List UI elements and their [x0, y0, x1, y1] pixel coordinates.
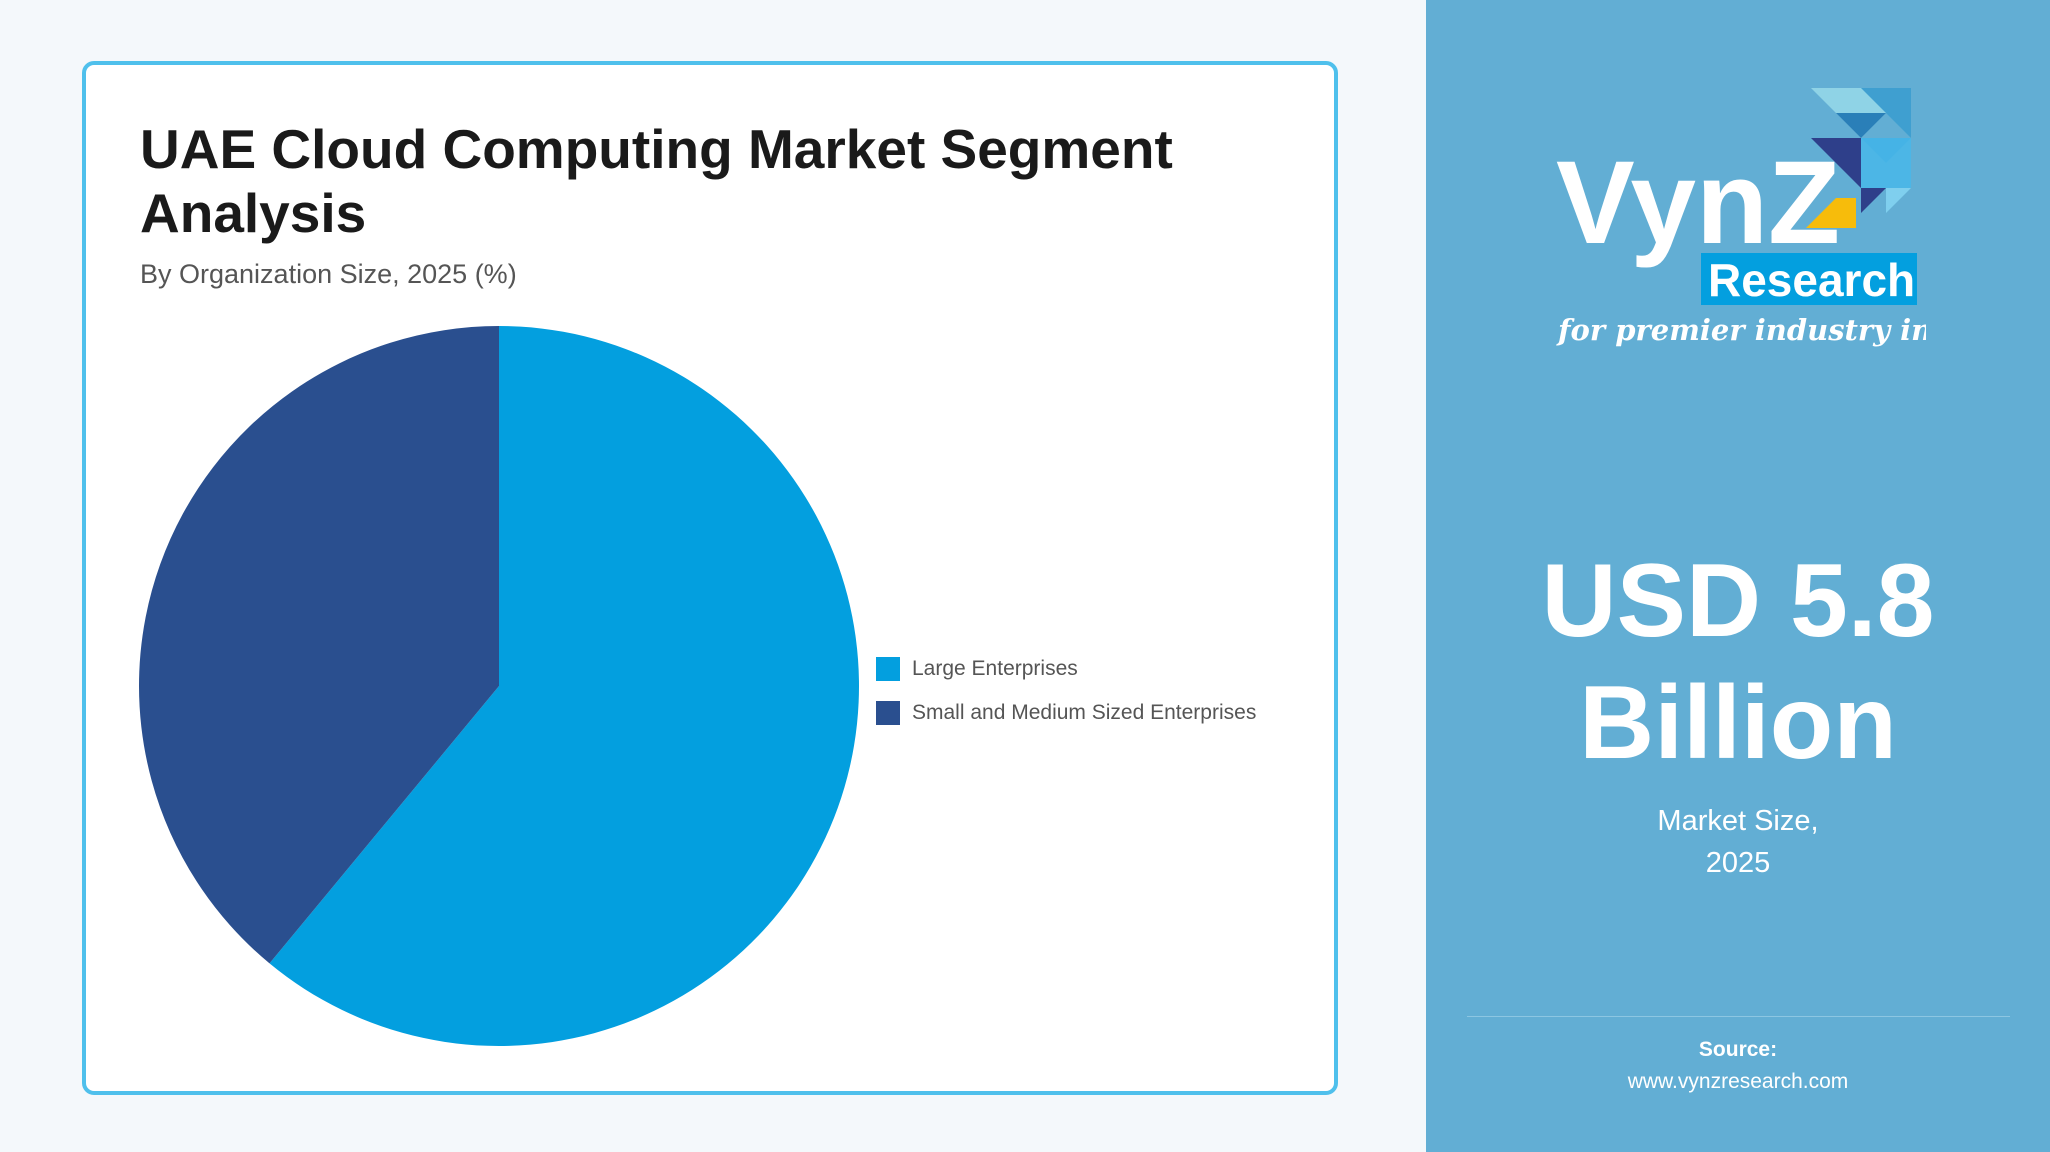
chart-card: UAE Cloud Computing Market Segment Analy…: [82, 61, 1338, 1095]
legend-label: Small and Medium Sized Enterprises: [912, 701, 1257, 724]
source-label: Source:: [1698, 1038, 1778, 1061]
chart-title: UAE Cloud Computing Market Segment Analy…: [140, 118, 1173, 244]
market-size-label: Market Size, 2025: [1426, 800, 2050, 884]
pie-slice-large-enterprises[interactable]: [269, 326, 860, 1046]
legend-item-sme[interactable]: Small and Medium Sized Enterprises: [876, 691, 1256, 735]
legend-item-large-enterprises[interactable]: Large Enterprises: [876, 647, 1256, 691]
vynz-research-logo: VynZ Research for premier industry insig…: [1556, 88, 1926, 347]
svg-text:for premier industry insights: for premier industry insights: [1556, 313, 1926, 347]
market-size-text: Market Size,: [1657, 805, 1819, 837]
legend: Large Enterprises Small and Medium Sized…: [876, 647, 1256, 735]
legend-swatch: [876, 701, 900, 725]
chart-subtitle: By Organization Size, 2025 (%): [140, 259, 517, 289]
pie-chart: [139, 326, 860, 1046]
pie-slice-small-and-medium-sized-enterprises[interactable]: [139, 326, 500, 964]
market-value-unit: Billion: [1579, 665, 1897, 781]
source-url[interactable]: www.vynzresearch.com: [1627, 1070, 1849, 1093]
legend-label: Large Enterprises: [912, 657, 1078, 680]
market-value: USD 5.8 Billion: [1426, 540, 2050, 784]
legend-swatch: [876, 657, 900, 681]
svg-text:VynZ: VynZ: [1556, 137, 1840, 269]
svg-text:Research: Research: [1708, 254, 1915, 306]
market-value-amount: USD 5.8: [1541, 543, 1935, 659]
divider: [1467, 1016, 2010, 1017]
market-size-year: 2025: [1705, 847, 1771, 879]
summary-panel: VynZ Research for premier industry insig…: [1426, 0, 2050, 1152]
